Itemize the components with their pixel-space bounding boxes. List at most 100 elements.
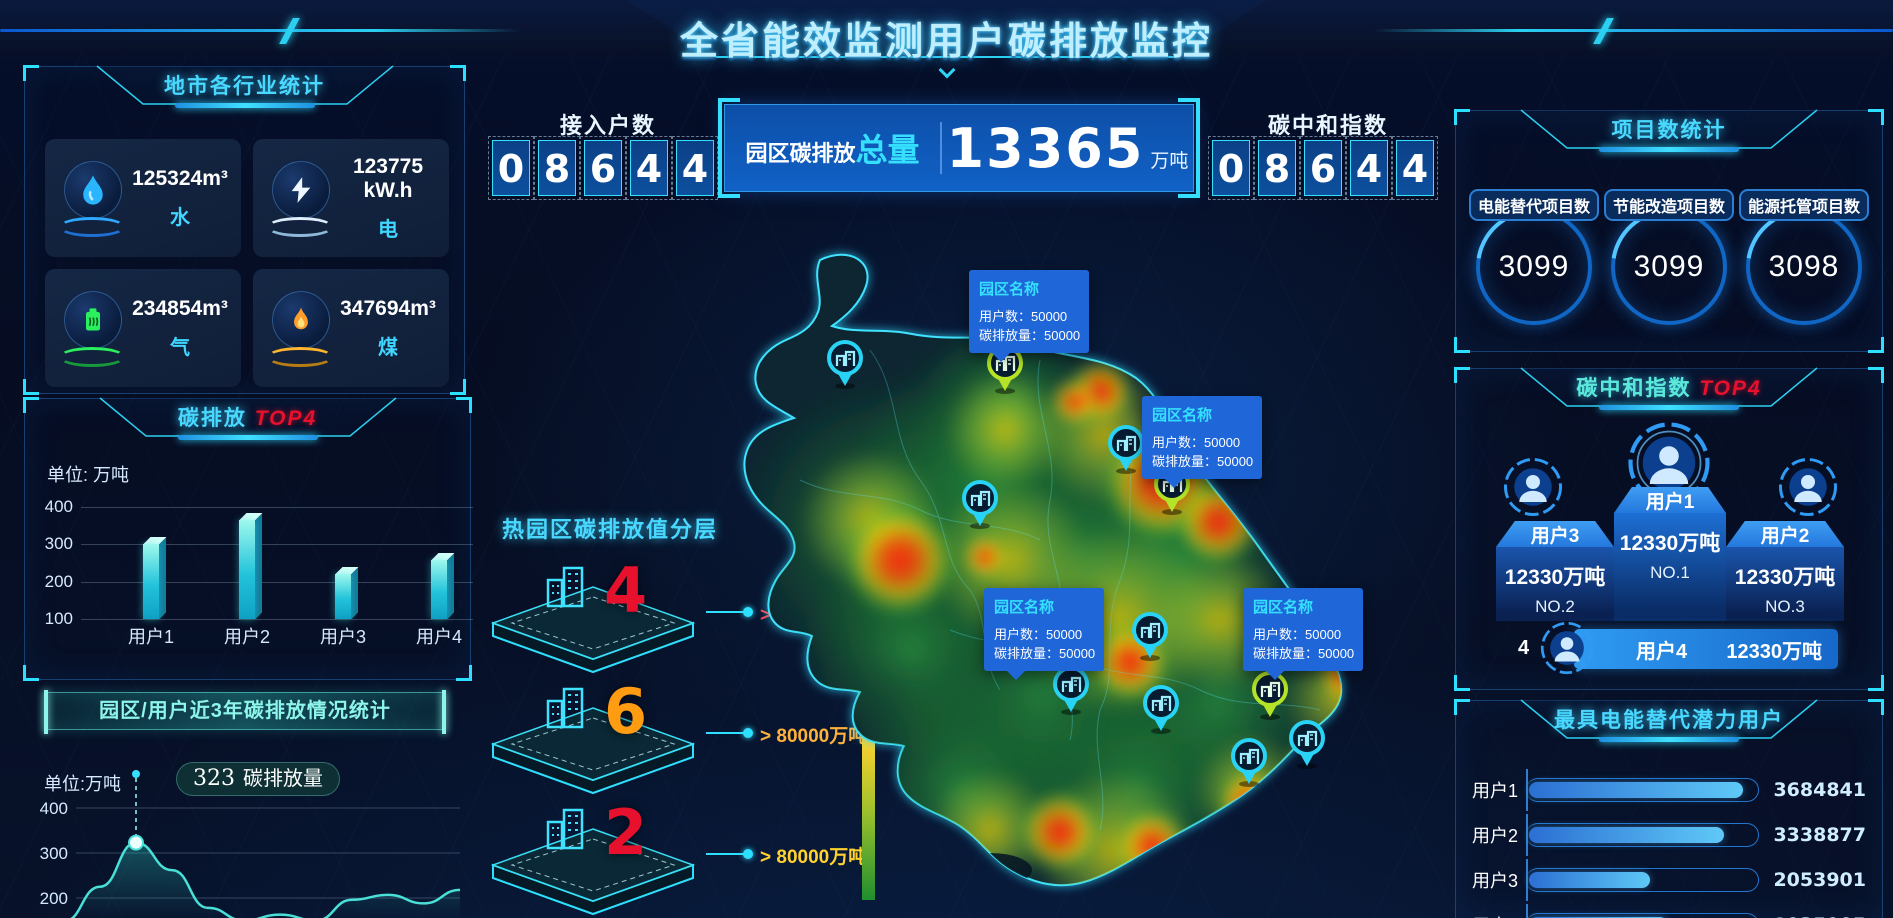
panel-project-stats-header: 项目数统计 (1519, 109, 1819, 152)
counter-digit: 4 (1392, 136, 1438, 200)
stat-card-electricity[interactable]: 123775 kW.h 电 (253, 139, 449, 257)
heat-layer-row[interactable]: 4> 80000万吨 (478, 548, 878, 674)
bar-用户4[interactable] (431, 553, 454, 619)
stat-card-coal[interactable]: 347694m³ 煤 (253, 269, 449, 387)
project-value: 3099 (1633, 250, 1705, 283)
potential-user-row[interactable]: 用户1 3684841 (1472, 767, 1866, 812)
building-icon (540, 564, 592, 615)
project-circle: 3099 (1611, 209, 1727, 325)
layer-connector (706, 607, 753, 617)
park-pin-icon[interactable] (1143, 685, 1179, 734)
panel-potential-users-header: 最具电能替代潜力用户 (1519, 699, 1819, 742)
avatar-fourth (1540, 621, 1594, 680)
user-label: 用户4 (1472, 912, 1524, 918)
svg-text:300: 300 (40, 844, 68, 863)
project-value: 3098 (1768, 250, 1840, 283)
top4-highlight: TOP4 (254, 407, 318, 430)
user-value: 2053901 (1773, 868, 1866, 891)
header-trapezoid (626, 0, 1267, 58)
divider (940, 122, 942, 174)
header-bar: 全省能效监测用户碳排放监控 (0, 0, 1893, 79)
podium-block-no2[interactable]: 用户3 12330万吨 NO.2 (1496, 521, 1614, 621)
bar-fill (1528, 871, 1650, 888)
panel-history-chart: 单位:万吨 200 300 400 (24, 740, 471, 918)
stat-card-gas[interactable]: 234854m³ 气 (45, 269, 241, 387)
map-tooltip: 园区名称 用户数：50000 碳排放量：50000 (984, 588, 1104, 680)
project-energy-hosting[interactable]: 能源托管项目数 3098 (1739, 189, 1870, 325)
page-title: 全省能效监测用户碳排放监控 (679, 21, 1214, 63)
bar-track (1525, 858, 1760, 901)
map-tooltip: 园区名称 用户数：50000 碳排放量：50000 (969, 270, 1089, 362)
podium-row-value: 12330万吨 (1726, 640, 1822, 663)
project-circle: 3098 (1746, 209, 1862, 325)
stat-value: 125324m³ (132, 166, 228, 190)
potential-user-list: 用户1 3684841 用户2 3338877 用户3 2053901 用户4 1935905 (1472, 767, 1866, 918)
panel-title: 碳排放 TOP4 (177, 407, 318, 430)
y-tick: 200 (44, 571, 73, 591)
flame-icon (272, 291, 330, 349)
counter-digit: 6 (1300, 136, 1346, 200)
bar-用户3[interactable] (335, 567, 358, 619)
layer-count: 6 (604, 675, 648, 748)
panel-title: 项目数统计 (1611, 119, 1727, 142)
stat-card-water[interactable]: 125324m³ 水 (45, 139, 241, 257)
counter-digit: 4 (672, 136, 718, 200)
counter-digit: 8 (1254, 136, 1300, 200)
podium-block-no1[interactable]: 用户1 12330万吨 NO.1 (1614, 487, 1726, 621)
total-emphasis: 总量 (855, 132, 920, 168)
history-banner-button[interactable]: 园区/用户近3年碳排放情况统计 (44, 690, 446, 734)
line-chart-tooltip: 323 碳排放量 (176, 762, 340, 796)
project-label: 节能改造项目数 (1604, 189, 1735, 221)
stat-label: 煤 (378, 336, 398, 359)
x-category: 用户1 (127, 627, 174, 647)
park-pin-icon[interactable] (962, 480, 998, 529)
park-pin-icon[interactable] (1108, 425, 1144, 474)
stat-label: 气 (170, 336, 190, 359)
park-pin-icon[interactable] (1132, 612, 1168, 661)
heat-layer-row[interactable]: 2 > 80000万吨 (478, 790, 878, 916)
bar-用户2[interactable] (239, 513, 262, 619)
potential-user-row[interactable]: 用户3 2053901 (1472, 857, 1866, 902)
project-energy-saving[interactable]: 节能改造项目数 3099 (1604, 189, 1735, 325)
history-line-chart: 200 300 400 (40, 770, 461, 918)
stat-value: 347694m³ (340, 296, 436, 320)
bar-track (1525, 813, 1760, 856)
province-heat-map[interactable] (660, 230, 1400, 918)
layer-connector (706, 728, 753, 738)
panel-title: 碳中和指数 TOP4 (1576, 377, 1762, 400)
counter-digit: 6 (580, 136, 626, 200)
panel-neutral-top4: 碳中和指数 TOP4 用户1 12330万吨 NO.1 用户3 (1454, 367, 1884, 691)
park-pin-icon[interactable] (827, 340, 863, 389)
project-label: 能源托管项目数 (1739, 189, 1870, 221)
x-category: 用户2 (223, 627, 270, 647)
top4-highlight: TOP4 (1699, 377, 1762, 400)
unit-label: 单位: 万吨 (47, 465, 130, 485)
user-value: 3684841 (1773, 778, 1866, 801)
building-icon (540, 806, 592, 857)
gas-icon (64, 291, 122, 349)
tooltip-label: 碳排放量 (243, 768, 323, 790)
podium-block-no3[interactable]: 用户2 12330万吨 NO.3 (1726, 521, 1844, 621)
potential-user-row[interactable]: 用户4 1935905 (1472, 902, 1866, 918)
y-tick: 100 (44, 609, 73, 628)
bar-fill (1528, 781, 1743, 798)
podium-rank: NO.3 (1765, 597, 1805, 616)
heat-layers-title: 热园区碳排放值分层 (502, 517, 719, 542)
heat-layer-row[interactable]: 6 > 80000万吨 (478, 669, 878, 795)
project-electric-substitution[interactable]: 电能替代项目数 3099 (1469, 189, 1600, 325)
heat-layers: 4> 80000万吨6 > 80000万吨 2 > 80000万吨 (478, 548, 878, 916)
user-label: 用户3 (1472, 870, 1519, 891)
podium-row-no4[interactable]: 用户4 12330万吨 (1574, 629, 1838, 669)
podium: 用户1 12330万吨 NO.1 用户3 12330万吨 NO.2 用户2 12… (1456, 369, 1882, 689)
map-tooltip: 园区名称 用户数：50000 碳排放量：50000 (1243, 588, 1363, 680)
park-pin-icon[interactable] (1289, 720, 1325, 769)
panel-title: 最具电能替代潜力用户 (1554, 709, 1784, 732)
bar-用户1[interactable] (143, 537, 166, 619)
header-decor-line-right (1373, 29, 1893, 32)
panel-potential-users: 最具电能替代潜力用户 用户1 3684841 用户2 3338877 用户3 205390… (1454, 699, 1884, 918)
potential-user-row[interactable]: 用户2 3338877 (1472, 812, 1866, 857)
podium-rank: NO.1 (1650, 563, 1690, 582)
bar-track (1525, 903, 1760, 918)
park-pin-icon[interactable] (1231, 738, 1267, 787)
